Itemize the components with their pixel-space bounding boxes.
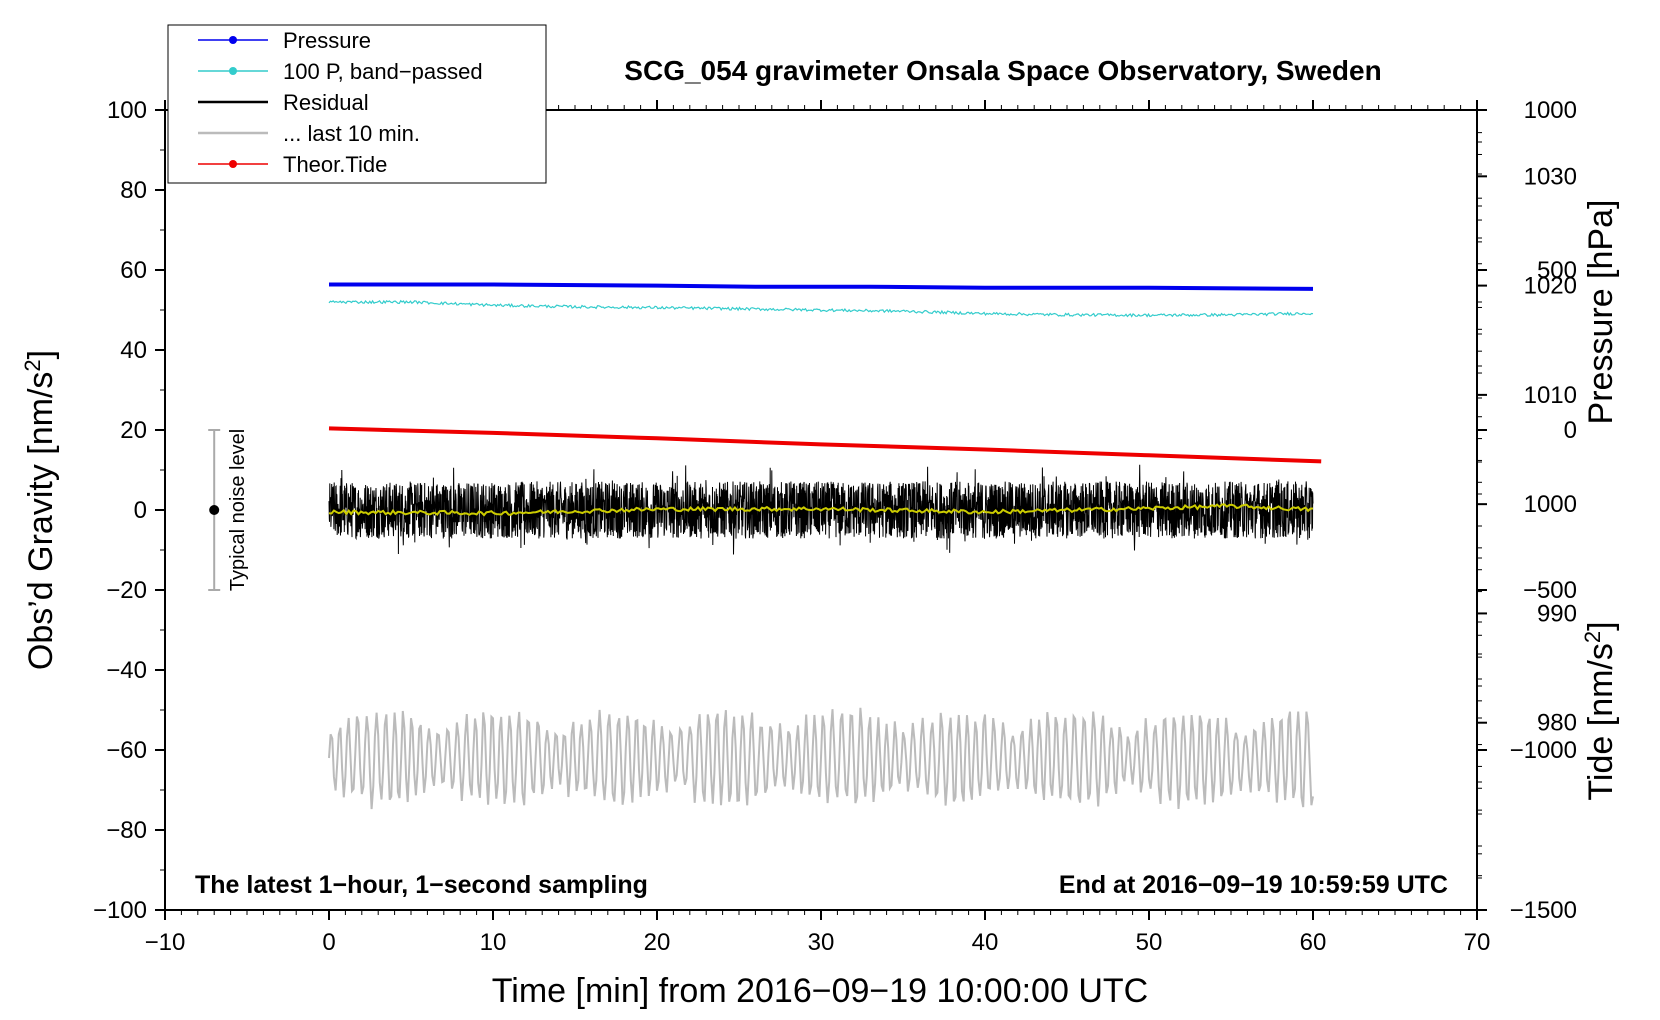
noise-bar-center-dot [209,505,219,515]
end-time-note: End at 2016−09−19 10:59:59 UTC [1059,871,1448,899]
gravimeter-chart: SCG_054 gravimeter Onsala Space Observat… [0,0,1660,1020]
y-tick-label: −40 [106,657,147,684]
y-axis-ticks: −100 −80 −60 −40 −20 0 20 40 60 80 100 [93,97,165,924]
legend-marker [229,67,237,75]
x-axis-title: Time [min] from 2016−09−19 10:00:00 UTC [492,972,1148,1010]
legend-label: Theor.Tide [283,152,387,177]
y-tick-label: 60 [120,257,147,284]
y-axis-title: Obs’d Gravity [nm/s2] [20,350,60,670]
y-tick-label: 20 [120,417,147,444]
tide-axis-title-tail: ] [1582,621,1620,630]
x-tick-label: 60 [1300,929,1327,956]
series-last-10-min [329,708,1313,809]
tide-axis-title-main: Tide [nm/s [1582,643,1620,800]
y-tick-label: −60 [106,737,147,764]
tide-tick-label: −1500 [1510,897,1577,924]
x-tick-label: 20 [644,929,671,956]
pressure-tick-label: 980 [1537,710,1577,737]
y-axis-title-sup: 2 [20,359,45,371]
tide-axis-title-sup: 2 [1580,631,1605,643]
y-axis-title-tail: ] [22,350,60,359]
legend-label: 100 P, band−passed [283,59,483,84]
y-tick-label: −20 [106,577,147,604]
pressure-tick-label: 990 [1537,600,1577,627]
pressure-tick-label: 1010 [1524,382,1577,409]
tide-tick-label: 0 [1564,417,1577,444]
x-tick-label: 30 [808,929,835,956]
tide-tick-label: 500 [1537,257,1577,284]
y-tick-label: 80 [120,177,147,204]
legend-label: ... last 10 min. [283,121,420,146]
tide-axis-title: Tide [nm/s2] [1580,621,1620,800]
y-tick-label: 0 [134,497,147,524]
legend-marker [229,160,237,168]
series-theoretical-tide [329,428,1321,461]
x-tick-label: 50 [1136,929,1163,956]
series-layer [329,285,1321,810]
chart-title: SCG_054 gravimeter Onsala Space Observat… [624,55,1381,86]
pressure-tick-label: 1030 [1524,163,1577,190]
y-tick-label: 40 [120,337,147,364]
y-tick-label: −80 [106,817,147,844]
pressure-axis-title: Pressure [hPa] [1582,200,1620,425]
legend-label: Pressure [283,28,371,53]
y-tick-label: −100 [93,897,147,924]
legend: Pressure 100 P, band−passed Residual ... la… [168,25,546,183]
noise-bar-label: Typical noise level [227,429,249,591]
pressure-tick-label: 1000 [1524,491,1577,518]
y-axis-title-main: Obs’d Gravity [nm/s [22,372,60,671]
tide-tick-label: −500 [1523,577,1577,604]
tide-tick-label: −1000 [1510,737,1577,764]
x-tick-label: 40 [972,929,999,956]
series-pressure [329,285,1313,289]
y-tick-label: 100 [107,97,147,124]
x-tick-label: 10 [480,929,507,956]
sampling-note: The latest 1−hour, 1−second sampling [195,871,648,899]
x-tick-label: 70 [1464,929,1491,956]
noise-bar: Typical noise level [208,429,249,591]
series-band-passed-pressure [329,301,1313,317]
legend-marker [229,36,237,44]
x-tick-label: −10 [145,929,186,956]
pressure-axis-ticks: 9809901000101010201030 [1477,133,1577,876]
x-tick-label: 0 [322,929,335,956]
legend-label: Residual [283,90,369,115]
tide-tick-label: 1000 [1524,97,1577,124]
